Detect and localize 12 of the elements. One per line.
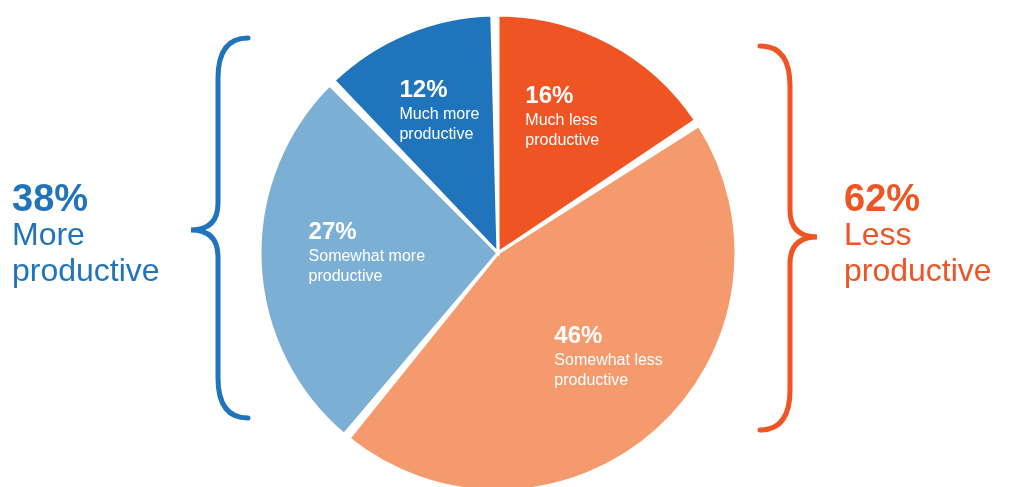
slice-label: Somewhat less productive	[554, 350, 663, 388]
text: Less productive	[844, 216, 992, 288]
slice-label: Much less productive	[525, 110, 600, 148]
data-label: 16%	[525, 80, 574, 108]
data-label: 12%	[399, 74, 448, 102]
text: 62%	[844, 177, 922, 219]
text: More productive	[12, 216, 160, 288]
text: 38%	[12, 177, 90, 219]
slice-label: Somewhat more productive	[308, 247, 426, 285]
data-label: 27%	[308, 217, 357, 245]
slice-label: Much more productive	[399, 104, 480, 142]
data-label: 46%	[554, 320, 603, 348]
